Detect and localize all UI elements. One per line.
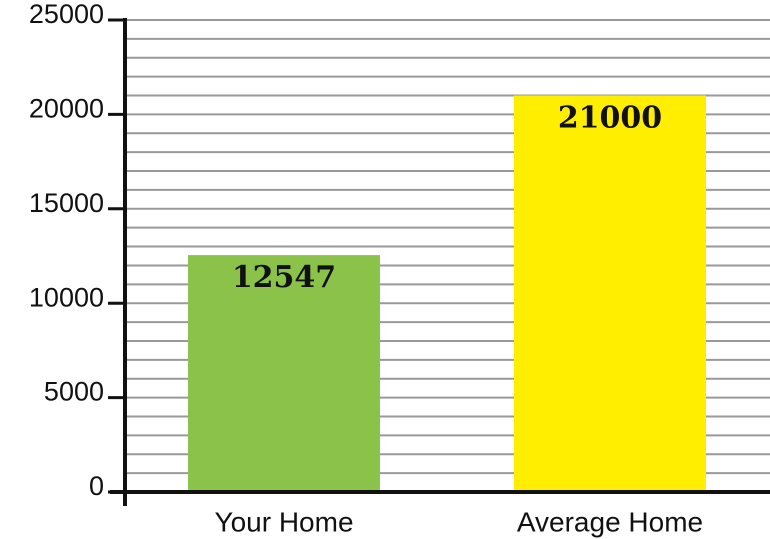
y-tick-label: 5000 <box>44 377 104 407</box>
y-tick-label: 0 <box>89 471 104 501</box>
y-tick-label: 10000 <box>29 282 104 312</box>
bar <box>188 255 380 492</box>
y-tick-label: 25000 <box>29 0 104 29</box>
y-tick-label: 15000 <box>29 188 104 218</box>
x-tick-label: Your Home <box>214 506 353 537</box>
y-tick-label: 20000 <box>29 94 104 124</box>
data-label: 21000 <box>558 101 662 136</box>
bar <box>514 95 706 493</box>
data-label: 12547 <box>232 260 336 295</box>
x-tick-label: Average Home <box>517 506 703 537</box>
